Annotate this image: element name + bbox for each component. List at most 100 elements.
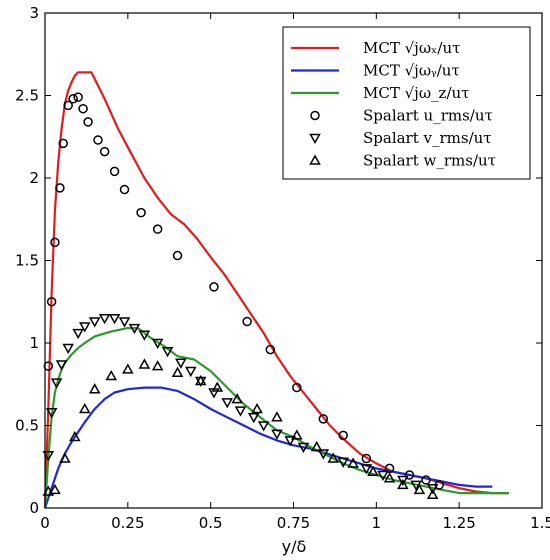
legend: MCT √jωₓ/uτ MCT √jωᵧ/uτ MCT √jω_z/uτ Spalar… [282, 26, 531, 180]
data-point [337, 457, 349, 468]
legend-label: MCT √jωᵧ/uτ [363, 62, 460, 80]
data-point [397, 475, 409, 486]
legend-item: MCT √jω_z/uτ [291, 84, 469, 102]
series-4 [43, 92, 445, 490]
data-point [310, 440, 323, 452]
data-point [50, 237, 60, 248]
legend-item: Spalart u_rms/uτ [310, 107, 493, 125]
data-point [78, 103, 88, 114]
data-point [58, 138, 68, 149]
legend-item: Spalart w_rms/uτ [309, 152, 496, 170]
data-point [152, 224, 163, 234]
data-point [46, 297, 57, 307]
data-point [43, 361, 54, 371]
data-point [108, 314, 121, 325]
data-point [151, 338, 164, 350]
data-point [138, 358, 151, 369]
legend-item: MCT √jωᵧ/uτ [291, 62, 460, 80]
data-point [78, 322, 91, 333]
data-point [73, 92, 83, 102]
data-point [360, 464, 373, 475]
x-tick-label: 0 [40, 514, 50, 532]
legend-label: Spalart v_rms/uτ [363, 129, 492, 147]
legend-marker [310, 110, 320, 121]
data-point [209, 282, 219, 292]
data-point [88, 383, 101, 394]
data-point [119, 184, 130, 195]
data-point [317, 449, 330, 460]
data-point [109, 166, 120, 177]
data-point [136, 207, 146, 218]
legend-item: MCT √jωₓ/uτ [291, 39, 460, 57]
data-point [118, 317, 131, 328]
data-point [413, 483, 426, 495]
data-point [404, 470, 415, 480]
data-point [397, 478, 409, 490]
data-point [221, 398, 234, 409]
data-point [63, 100, 73, 111]
data-point [347, 457, 359, 468]
data-point [78, 402, 91, 414]
data-point [410, 480, 422, 491]
x-tick-label: 0.25 [111, 514, 144, 532]
data-point [231, 393, 243, 404]
x-tick-label: 1.25 [442, 514, 475, 532]
data-point [83, 117, 93, 127]
data-point [383, 472, 396, 483]
y-tick-label: 1.5 [15, 252, 39, 270]
x-tick-label: 0.75 [277, 514, 310, 532]
data-point [297, 442, 310, 453]
data-point [98, 314, 111, 325]
x-axis-label: y/δ [282, 537, 307, 556]
x-tick-label: 0.5 [199, 514, 223, 532]
data-point [194, 374, 207, 386]
series-6 [42, 358, 439, 500]
legend-label: Spalart w_rms/uτ [363, 152, 496, 170]
data-point [338, 430, 348, 441]
data-point [42, 450, 55, 462]
data-point [59, 452, 71, 463]
legend-box [282, 26, 531, 180]
series-line [43, 386, 493, 509]
data-point [318, 414, 329, 424]
data-point [421, 475, 431, 485]
data-point [247, 413, 260, 424]
data-point [284, 436, 296, 447]
legend-label: MCT √jω_z/uτ [363, 84, 469, 102]
data-point [69, 431, 81, 442]
data-point [161, 347, 174, 358]
data-point [426, 488, 439, 500]
data-point [72, 328, 84, 340]
data-point [128, 323, 141, 335]
plot-area [42, 71, 509, 509]
data-point [265, 344, 276, 355]
legend-marker [309, 154, 321, 165]
data-point [426, 483, 439, 495]
data-point [211, 381, 224, 392]
data-point [367, 465, 379, 476]
data-point [55, 183, 65, 193]
data-point [138, 330, 151, 341]
data-point [251, 402, 263, 414]
y-tick-label: 2 [29, 169, 39, 187]
y-tick-label: 2.5 [15, 87, 39, 105]
legend-label: Spalart u_rms/uτ [363, 107, 493, 125]
data-point [62, 343, 74, 354]
data-point [185, 366, 197, 378]
x-tick-label: 1.5 [530, 514, 550, 532]
series-2 [43, 386, 493, 509]
y-tick-label: 0.5 [15, 417, 39, 435]
data-point [361, 453, 372, 464]
data-point [151, 360, 164, 371]
data-point [99, 146, 110, 157]
legend-label: MCT √jωₓ/uτ [363, 39, 460, 57]
data-point [175, 358, 187, 369]
y-tick-label: 3 [29, 4, 39, 22]
data-point [42, 485, 55, 496]
data-point [55, 360, 68, 371]
data-point [122, 363, 134, 374]
data-point [50, 378, 63, 389]
y-tick-label: 0 [29, 499, 39, 517]
data-point [271, 429, 283, 440]
